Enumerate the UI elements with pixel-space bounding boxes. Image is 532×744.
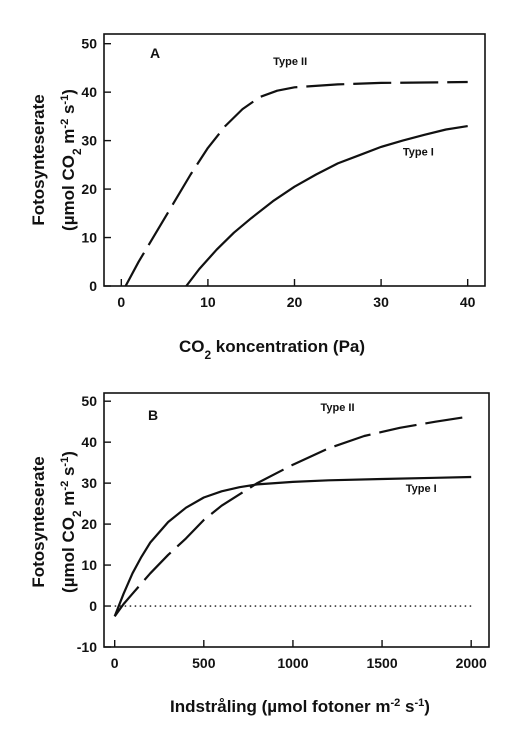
y-tick-label: 10 [81, 557, 97, 573]
chart-panel-a: 0 10 20 30 40 0 10 20 30 40 50 Type II Type I A CO2 ko… [29, 33, 486, 362]
y-tick-label: 0 [89, 278, 97, 294]
y-tick-label: 50 [81, 393, 97, 409]
series-label: Type I [406, 483, 437, 495]
y-axis-label-line-1: Fotosynteserate [29, 456, 48, 587]
y-axis-label-line-1: Fotosynteserate [29, 94, 48, 225]
y-axis-label-line-2: (µmol CO2 m-2 s-1) [59, 451, 84, 593]
x-tick-label: 30 [373, 294, 389, 310]
x-tick-label: 0 [117, 294, 125, 310]
series-line-type-i [185, 125, 468, 287]
series-line-type-i [113, 475, 472, 617]
x-tick-label: 500 [192, 655, 216, 671]
panel-label: A [150, 45, 160, 61]
y-tick-label: 50 [81, 36, 97, 52]
series-line-type-ii [124, 80, 468, 287]
chart-panel-b: 0 500 1000 1500 2000 -10 0 10 20 30 40 50 Type II Typ… [29, 392, 490, 716]
y-tick-label: 10 [81, 230, 97, 246]
y-tick-label: 0 [89, 598, 97, 614]
y-tick-label: 40 [81, 84, 97, 100]
y-tick-label: -10 [77, 639, 97, 655]
x-tick-label: 1000 [277, 655, 308, 671]
y-tick-label: 20 [81, 181, 97, 197]
x-axis-label: Indstråling (µmol fotoner m-2 s-1) [170, 697, 430, 716]
x-tick-label: 20 [287, 294, 303, 310]
x-tick-label: 10 [200, 294, 216, 310]
x-tick-label: 40 [460, 294, 476, 310]
series-label: Type I [403, 147, 434, 159]
y-tick-label: 30 [81, 475, 97, 491]
plot-frame [103, 392, 490, 648]
series-label: Type II [320, 402, 354, 414]
x-axis-label: CO2 koncentration (Pa) [179, 337, 365, 362]
panel-label: B [148, 407, 158, 423]
series-label: Type II [273, 56, 307, 68]
plot-frame [103, 33, 486, 287]
x-tick-label: 2000 [456, 655, 487, 671]
y-tick-label: 40 [81, 434, 97, 450]
y-tick-label: 30 [81, 133, 97, 149]
y-axis-label-line-2: (µmol CO2 m-2 s-1) [59, 89, 84, 231]
y-tick-label: 20 [81, 516, 97, 532]
x-tick-label: 1500 [366, 655, 397, 671]
series-line-type-ii [113, 416, 463, 617]
x-tick-label: 0 [111, 655, 119, 671]
